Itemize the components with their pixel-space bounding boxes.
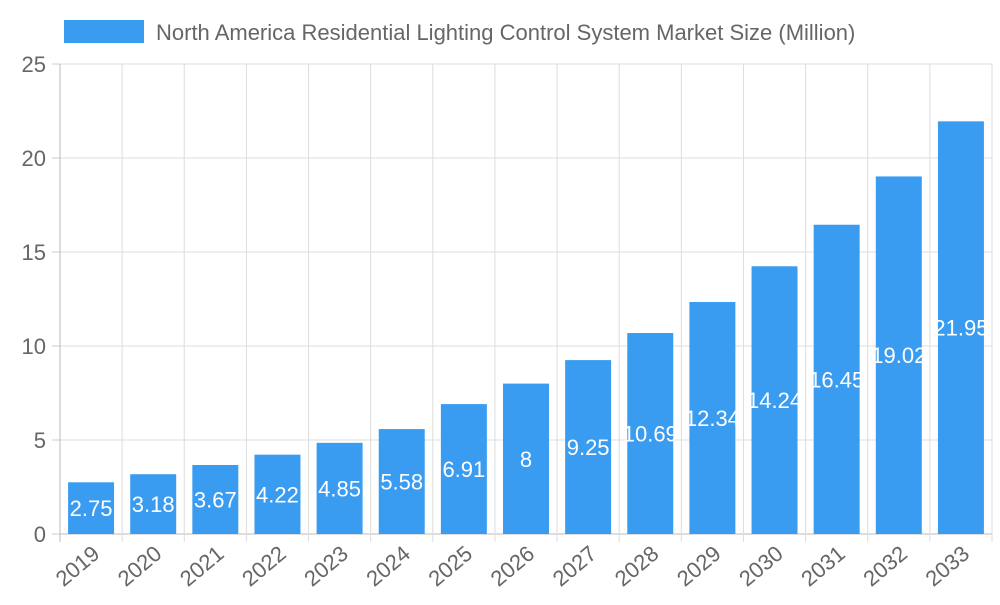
data-label: 3.67: [194, 488, 237, 513]
bar: [689, 302, 736, 534]
data-label: 8: [520, 447, 532, 472]
bar: [378, 429, 425, 534]
x-tick-label: 2019: [51, 541, 105, 592]
bar: [254, 454, 301, 534]
x-tick-label: 2032: [858, 541, 912, 592]
x-tick-label: 2025: [424, 541, 478, 592]
y-tick-label: 25: [22, 52, 46, 77]
x-tick-label: 2024: [361, 541, 415, 592]
bar: [875, 176, 922, 534]
x-tick-label: 2033: [921, 541, 975, 592]
data-label: 6.91: [442, 457, 485, 482]
legend-swatch: [64, 20, 144, 43]
data-label: 5.58: [380, 470, 423, 495]
bar: [68, 482, 115, 534]
bar: [937, 121, 984, 534]
bar: [316, 442, 363, 534]
bar: [813, 224, 860, 535]
x-tick-label: 2030: [734, 541, 788, 592]
x-tick-label: 2028: [610, 541, 664, 592]
bar: [130, 474, 177, 534]
x-tick-label: 2023: [299, 541, 353, 592]
x-tick-label: 2031: [796, 541, 850, 592]
data-label: 14.24: [747, 388, 802, 413]
data-label: 4.85: [318, 476, 361, 501]
data-label: 21.95: [933, 316, 988, 341]
y-tick-label: 0: [34, 522, 46, 547]
data-label: 3.18: [132, 492, 175, 517]
bar: [192, 465, 239, 534]
data-label: 16.45: [809, 367, 864, 392]
y-tick-label: 5: [34, 428, 46, 453]
data-label: 12.34: [685, 406, 740, 431]
data-label: 10.69: [623, 422, 678, 447]
legend-label: North America Residential Lighting Contr…: [156, 20, 855, 45]
data-label: 4.22: [256, 482, 299, 507]
y-tick-label: 20: [22, 146, 46, 171]
data-label: 9.25: [567, 435, 610, 460]
bar: [440, 404, 487, 534]
bar: [751, 266, 798, 534]
data-label: 2.75: [70, 496, 113, 521]
data-label: 19.02: [871, 343, 926, 368]
x-tick-label: 2027: [548, 541, 602, 592]
x-tick-label: 2026: [486, 541, 540, 592]
bar: [565, 360, 612, 534]
bar: [503, 383, 549, 534]
bar: [627, 333, 674, 534]
x-tick-label: 2020: [113, 541, 167, 592]
y-tick-label: 15: [22, 240, 46, 265]
x-tick-label: 2022: [237, 541, 291, 592]
y-tick-label: 10: [22, 334, 46, 359]
x-tick-label: 2029: [672, 541, 726, 592]
x-tick-label: 2021: [175, 541, 229, 592]
